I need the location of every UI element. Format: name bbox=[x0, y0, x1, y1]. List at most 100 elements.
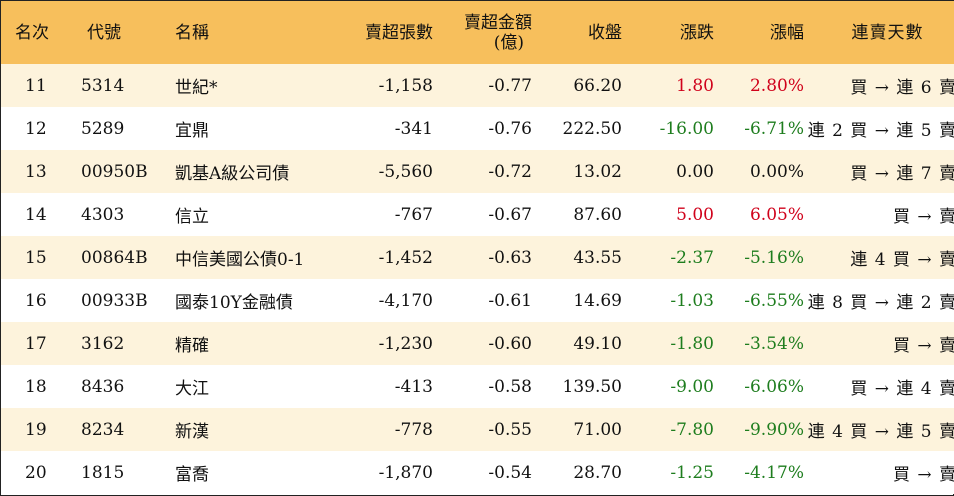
cell-change-pct: 2.80% bbox=[749, 75, 804, 96]
cell-change: -1.03 bbox=[670, 290, 714, 311]
table-row[interactable]: 20 1815 富喬 -1,870 -0.54 28.70 -1.25 -4.17% 買 → 賣 bbox=[1, 451, 954, 494]
cell-rank: 19 bbox=[25, 419, 47, 440]
cell-sell-amount: -0.76 bbox=[488, 118, 532, 139]
header-name[interactable]: 名稱 bbox=[175, 22, 209, 43]
cell-sell-amount: -0.72 bbox=[488, 161, 532, 182]
cell-change: -1.25 bbox=[670, 462, 714, 483]
cell-name[interactable]: 世紀* bbox=[175, 78, 218, 98]
header-rank[interactable]: 名次 bbox=[15, 22, 49, 43]
cell-code[interactable]: 4303 bbox=[81, 204, 125, 225]
cell-code[interactable]: 1815 bbox=[81, 462, 125, 483]
header-close[interactable]: 收盤 bbox=[588, 22, 622, 43]
cell-change: 1.80 bbox=[676, 75, 714, 96]
cell-sell-amount: -0.67 bbox=[488, 204, 532, 225]
cell-code[interactable]: 00933B bbox=[81, 290, 148, 311]
cell-name[interactable]: 大江 bbox=[175, 379, 209, 399]
cell-change-pct: 6.05% bbox=[749, 204, 804, 225]
cell-close: 14.69 bbox=[573, 290, 622, 311]
cell-streak: 買 → 賣 bbox=[892, 336, 954, 356]
cell-rank: 11 bbox=[25, 75, 47, 96]
cell-sell-amount: -0.61 bbox=[488, 290, 532, 311]
header-sell-amount-label: 賣超金額 bbox=[464, 12, 532, 33]
cell-close: 87.60 bbox=[573, 204, 622, 225]
cell-close: 66.20 bbox=[573, 75, 622, 96]
cell-rank: 15 bbox=[25, 247, 47, 268]
cell-change-pct: -6.71% bbox=[744, 118, 804, 139]
table-row[interactable]: 11 5314 世紀* -1,158 -0.77 66.20 1.80 2.80% 買 → 連 … bbox=[1, 64, 954, 107]
cell-name[interactable]: 國泰10Y金融債 bbox=[175, 293, 293, 313]
cell-change-pct: -6.55% bbox=[744, 290, 804, 311]
cell-sell-lots: -5,560 bbox=[378, 161, 433, 182]
cell-change-pct: -9.90% bbox=[744, 419, 804, 440]
cell-sell-lots: -778 bbox=[394, 419, 433, 440]
table-row[interactable]: 12 5289 宜鼎 -341 -0.76 222.50 -16.00 -6.71% 連 2 買… bbox=[1, 107, 954, 150]
cell-name[interactable]: 信立 bbox=[175, 207, 209, 227]
cell-code[interactable]: 5289 bbox=[81, 118, 125, 139]
cell-close: 28.70 bbox=[573, 462, 622, 483]
cell-rank: 17 bbox=[25, 333, 47, 354]
table-row[interactable]: 18 8436 大江 -413 -0.58 139.50 -9.00 -6.06% 買 → 連 … bbox=[1, 365, 954, 408]
header-sell-amount-unit: (億) bbox=[493, 32, 524, 53]
cell-streak: 買 → 連 4 賣 bbox=[850, 379, 954, 399]
cell-close: 13.02 bbox=[573, 161, 622, 182]
table-row[interactable]: 14 4303 信立 -767 -0.67 87.60 5.00 6.05% 買 → 賣 bbox=[1, 193, 954, 236]
header-sell-amount[interactable]: 賣超金額 (億) bbox=[433, 1, 532, 64]
cell-change: -16.00 bbox=[659, 118, 714, 139]
cell-name[interactable]: 新漢 bbox=[175, 422, 209, 442]
header-code[interactable]: 代號 bbox=[87, 22, 121, 43]
cell-rank: 13 bbox=[25, 161, 47, 182]
header-change[interactable]: 漲跌 bbox=[680, 22, 714, 43]
cell-code[interactable]: 00950B bbox=[81, 161, 148, 182]
header-streak[interactable]: 連賣天數 bbox=[851, 22, 924, 43]
cell-sell-lots: -1,452 bbox=[378, 247, 433, 268]
cell-name[interactable]: 精確 bbox=[175, 336, 209, 356]
cell-change-pct: 0.00% bbox=[749, 161, 804, 182]
cell-name[interactable]: 中信美國公債0-1 bbox=[175, 250, 305, 270]
table-row[interactable]: 19 8234 新漢 -778 -0.55 71.00 -7.80 -9.90% 連 4 買 →… bbox=[1, 408, 954, 451]
cell-close: 139.50 bbox=[562, 376, 622, 397]
cell-sell-amount: -0.63 bbox=[488, 247, 532, 268]
cell-sell-amount: -0.77 bbox=[488, 75, 532, 96]
table-row[interactable]: 16 00933B 國泰10Y金融債 -4,170 -0.61 14.69 -1.03 -6.… bbox=[1, 279, 954, 322]
cell-sell-lots: -4,170 bbox=[378, 290, 433, 311]
cell-streak: 連 2 買 → 連 5 賣 bbox=[807, 121, 954, 141]
cell-name[interactable]: 富喬 bbox=[175, 465, 209, 485]
cell-code[interactable]: 8234 bbox=[81, 419, 125, 440]
header-sell-lots[interactable]: 賣超張數 bbox=[365, 22, 433, 43]
cell-code[interactable]: 00864B bbox=[81, 247, 148, 268]
cell-code[interactable]: 8436 bbox=[81, 376, 125, 397]
cell-change: -9.00 bbox=[670, 376, 714, 397]
cell-streak: 買 → 賣 bbox=[892, 207, 954, 227]
cell-streak: 連 8 買 → 連 2 賣 bbox=[807, 293, 954, 313]
cell-change: -2.37 bbox=[670, 247, 714, 268]
cell-change: -7.80 bbox=[670, 419, 714, 440]
cell-sell-amount: -0.54 bbox=[488, 462, 532, 483]
cell-close: 222.50 bbox=[562, 118, 622, 139]
table-row[interactable]: 15 00864B 中信美國公債0-1 -1,452 -0.63 43.55 -2.37 -5… bbox=[1, 236, 954, 279]
cell-name[interactable]: 凱基A級公司債 bbox=[175, 164, 290, 184]
cell-sell-lots: -1,158 bbox=[378, 75, 433, 96]
cell-sell-lots: -767 bbox=[394, 204, 433, 225]
header-change-pct[interactable]: 漲幅 bbox=[770, 22, 804, 43]
cell-sell-amount: -0.60 bbox=[488, 333, 532, 354]
cell-streak: 連 4 買 → 連 5 賣 bbox=[807, 422, 954, 442]
cell-code[interactable]: 3162 bbox=[81, 333, 125, 354]
cell-rank: 20 bbox=[25, 462, 47, 483]
table-row[interactable]: 13 00950B 凱基A級公司債 -5,560 -0.72 13.02 0.00 0.00%… bbox=[1, 150, 954, 193]
cell-rank: 14 bbox=[25, 204, 47, 225]
table-body: 11 5314 世紀* -1,158 -0.77 66.20 1.80 2.80% 買 → 連 … bbox=[1, 64, 954, 494]
cell-name[interactable]: 宜鼎 bbox=[175, 121, 209, 141]
cell-sell-amount: -0.58 bbox=[488, 376, 532, 397]
cell-change-pct: -5.16% bbox=[744, 247, 804, 268]
cell-change-pct: -6.06% bbox=[744, 376, 804, 397]
cell-streak: 買 → 連 7 賣 bbox=[850, 164, 954, 184]
cell-close: 49.10 bbox=[573, 333, 622, 354]
cell-change-pct: -4.17% bbox=[744, 462, 804, 483]
table-row[interactable]: 17 3162 精確 -1,230 -0.60 49.10 -1.80 -3.54% 買 → 賣 bbox=[1, 322, 954, 365]
cell-sell-lots: -341 bbox=[394, 118, 433, 139]
cell-close: 71.00 bbox=[573, 419, 622, 440]
cell-code[interactable]: 5314 bbox=[81, 75, 125, 96]
cell-streak: 買 → 連 6 賣 bbox=[850, 78, 954, 98]
table-header-row: 名次 代號 名稱 賣超張數 賣超金額 (億) 收盤 漲跌 漲幅 連賣天數 bbox=[1, 1, 954, 64]
